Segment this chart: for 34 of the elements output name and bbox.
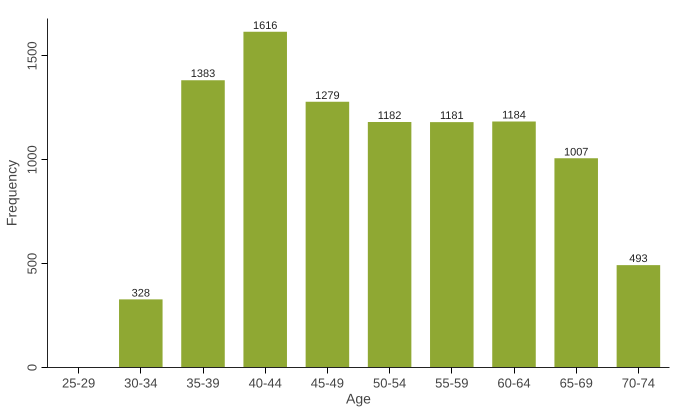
data-label: 1383 [190,68,216,80]
x-tick-label: 35-39 [186,376,220,390]
y-tick-label: 1500 [24,41,40,70]
x-axis-title: Age [346,390,372,406]
data-label: 1182 [378,110,402,122]
bar [430,122,474,368]
bar [306,102,350,368]
bar [243,32,287,368]
bar [368,122,412,368]
x-tick-label: 45-49 [310,376,344,390]
x-tick-label: 70-74 [622,376,656,390]
x-tick-label: 40-44 [248,376,282,390]
data-label: 1184 [502,110,526,122]
x-tick-label: 25-29 [62,376,96,390]
bar [554,158,598,368]
x-tick-label: 65-69 [560,376,593,390]
data-label: 1616 [252,20,278,32]
bar [616,265,660,368]
y-axis-title: Frequency [4,160,20,226]
x-tick-label: 30-34 [124,376,158,390]
data-label: 328 [132,287,150,300]
y-tick-label: 0 [24,364,40,372]
y-tick-label: 1000 [24,145,40,174]
x-tick-label: 50-54 [372,376,406,390]
bar [492,122,536,368]
bar [181,80,225,368]
data-label: 493 [629,253,648,266]
x-tick-label: 60-64 [497,376,531,390]
bar [119,299,163,368]
data-label: 1279 [315,90,340,102]
data-label: 1007 [564,146,588,158]
y-tick-label: 500 [24,252,40,274]
x-tick-label: 55-59 [435,376,468,390]
data-label: 1181 [440,110,464,122]
